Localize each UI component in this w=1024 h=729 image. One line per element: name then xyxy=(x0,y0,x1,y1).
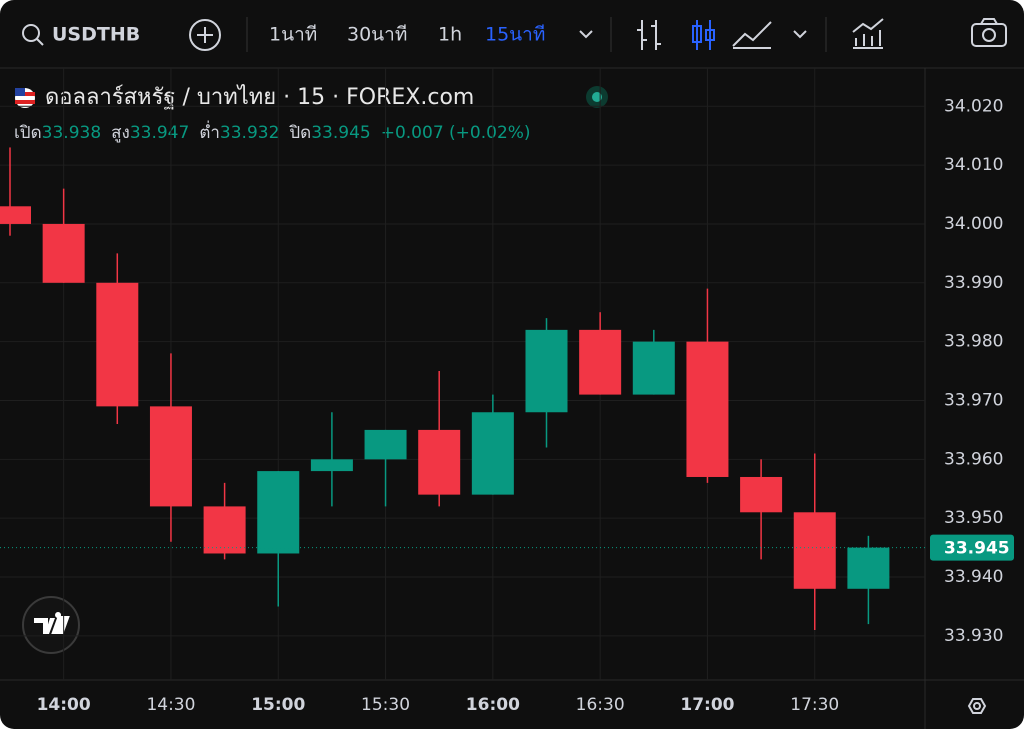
ohlc-value: 33.938 xyxy=(42,123,101,143)
y-tick-label: 33.960 xyxy=(944,449,1003,469)
ohlc-label: สูง xyxy=(111,123,130,143)
indicators-button[interactable] xyxy=(852,18,884,49)
snapshot-button[interactable] xyxy=(971,18,1007,47)
candle-body xyxy=(471,412,514,495)
candle-body xyxy=(525,329,568,413)
market-status-dot xyxy=(592,92,602,102)
x-tick-label: 17:30 xyxy=(790,695,839,715)
candle-body xyxy=(579,329,622,395)
x-tick-label: 15:00 xyxy=(251,695,305,715)
x-tick-label: 15:30 xyxy=(361,695,410,715)
settings-button[interactable] xyxy=(967,698,987,714)
ohlc-value: 33.932 xyxy=(220,123,279,143)
chart-title: ดอลลาร์สหรัฐ / บาทไทย · 15 · FOREX.com xyxy=(45,84,474,110)
x-tick-label: 16:30 xyxy=(576,695,625,715)
ohlc-label: เปิด xyxy=(14,123,42,143)
y-tick-label: 33.940 xyxy=(944,567,1003,587)
candle-body xyxy=(310,459,353,472)
candle-body xyxy=(632,341,675,395)
interval-button[interactable]: 1h xyxy=(438,24,462,46)
add-symbol-button[interactable] xyxy=(189,19,221,51)
ohlc-label: ต่ำ xyxy=(199,120,220,143)
candles xyxy=(0,147,890,630)
candle-body xyxy=(96,282,139,407)
x-tick-label: 16:00 xyxy=(466,695,520,715)
y-tick-label: 33.990 xyxy=(944,273,1003,293)
tradingview-logo[interactable] xyxy=(22,596,80,654)
candle-body xyxy=(847,547,890,589)
candles-style-button[interactable] xyxy=(692,20,715,50)
y-tick-label: 33.970 xyxy=(944,390,1003,410)
candle-body xyxy=(418,429,461,495)
symbol-search[interactable]: USDTHB xyxy=(22,24,140,46)
y-tick-label: 33.980 xyxy=(944,332,1003,352)
candle-body xyxy=(793,512,836,589)
axes: 33.930 33.940 33.950 33.960 33.970 33.980 33.9… xyxy=(0,96,1014,715)
ohlc-label: ปิด xyxy=(289,123,312,143)
interval-button-active[interactable]: 15นาที xyxy=(485,24,545,46)
interval-dropdown[interactable] xyxy=(579,30,593,39)
x-tick-label: 17:00 xyxy=(680,695,734,715)
candle-body xyxy=(740,476,783,513)
y-tick-label: 33.950 xyxy=(944,508,1003,528)
interval-button[interactable]: 1นาที xyxy=(269,24,317,46)
candle-body xyxy=(42,223,85,283)
candle-body xyxy=(686,341,729,477)
y-tick-label: 33.930 xyxy=(944,626,1003,646)
x-tick-label: 14:00 xyxy=(37,695,91,715)
y-tick-label: 34.000 xyxy=(944,214,1003,234)
candle-body xyxy=(364,429,407,460)
flag-icon xyxy=(15,88,35,108)
bars-style-button[interactable] xyxy=(637,20,661,50)
grid xyxy=(0,68,925,680)
candle-body xyxy=(149,406,192,507)
candle-body xyxy=(203,506,246,554)
interval-button[interactable]: 30นาที xyxy=(347,24,407,46)
chart-type-dropdown[interactable] xyxy=(793,30,807,39)
y-tick-label: 34.010 xyxy=(944,155,1003,175)
candle-body xyxy=(0,206,31,224)
x-tick-label: 14:30 xyxy=(146,695,195,715)
change-value: +0.007 (+0.02%) xyxy=(381,123,531,143)
y-tick-label: 34.020 xyxy=(944,96,1003,116)
last-price-badge xyxy=(930,534,1014,561)
symbol[interactable]: USDTHB xyxy=(52,24,140,46)
last-price-label: 33.945 xyxy=(944,539,1010,559)
area-style-button[interactable] xyxy=(732,21,772,49)
candle-body xyxy=(257,471,300,554)
ohlc-legend: เปิด33.938 สูง33.947 ต่ำ33.932 ปิด33.945 +0.… xyxy=(14,120,531,143)
ohlc-value: 33.947 xyxy=(130,123,189,143)
ohlc-value: 33.945 xyxy=(311,123,370,143)
